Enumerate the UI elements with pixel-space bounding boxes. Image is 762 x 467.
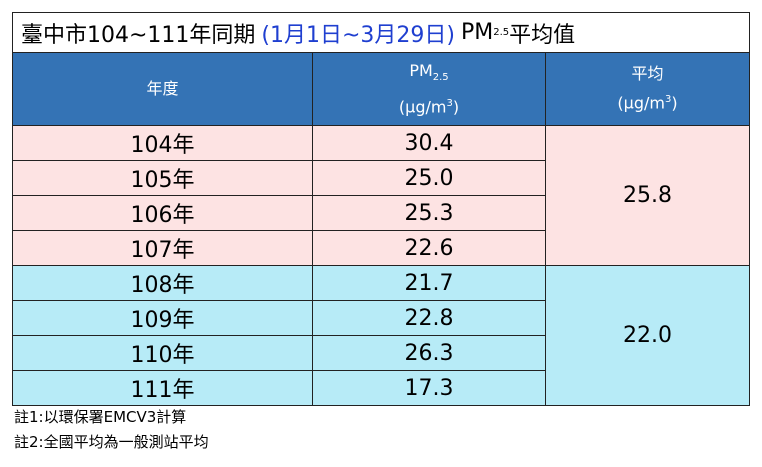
year-cell: 105年 <box>12 160 313 196</box>
value-cell: 25.0 <box>312 160 546 196</box>
title-pm: PM <box>461 20 494 45</box>
header-pm: PM2.5 (μg/m3) <box>312 52 546 126</box>
header-unit-sup: 3 <box>446 97 453 109</box>
value-cell: 22.6 <box>312 230 546 266</box>
value-cell: 25.3 <box>312 195 546 231</box>
header-unit-end: ) <box>452 97 460 117</box>
header-text: 年度 <box>146 79 179 98</box>
title-suffix: 平均值 <box>509 22 576 48</box>
title-text: 臺中市104~111年同期 <box>21 22 256 48</box>
header-sub: 2.5 <box>432 71 449 83</box>
value-cell: 17.3 <box>312 370 546 406</box>
header-avg: 平均 (μg/m3) <box>545 52 750 126</box>
average-cell: 25.8 <box>545 125 750 266</box>
year-cell: 104年 <box>12 125 313 161</box>
title-date-range: (1月1日~3月29日) <box>261 22 456 48</box>
title-pm-sub: 2.5 <box>493 27 510 38</box>
average-cell: 22.0 <box>545 265 750 406</box>
year-cell: 108年 <box>12 265 313 301</box>
title: 臺中市104~111年同期 (1月1日~3月29日) PM 2.5 平均值 <box>12 12 750 53</box>
header-unit-sup: 3 <box>664 94 672 106</box>
year-cell: 110年 <box>12 335 313 371</box>
header-text: PM <box>409 60 433 80</box>
header-unit: (μg/m <box>617 93 665 113</box>
value-cell: 21.7 <box>312 265 546 301</box>
value-cell: 30.4 <box>312 125 546 161</box>
year-cell: 107年 <box>12 230 313 266</box>
header-year: 年度 <box>12 52 313 126</box>
value-cell: 22.8 <box>312 300 546 336</box>
value-cell: 26.3 <box>312 335 546 371</box>
year-cell: 106年 <box>12 195 313 231</box>
header-unit-end: ) <box>671 93 678 113</box>
note: 註2:全國平均為一般測站平均 <box>14 433 209 451</box>
year-cell: 109年 <box>12 300 313 336</box>
header-unit: (μg/m <box>398 97 447 117</box>
note: 註1:以環保署EMCV3計算 <box>14 408 187 426</box>
year-cell: 111年 <box>12 370 313 406</box>
header-text: 平均 <box>631 64 664 84</box>
